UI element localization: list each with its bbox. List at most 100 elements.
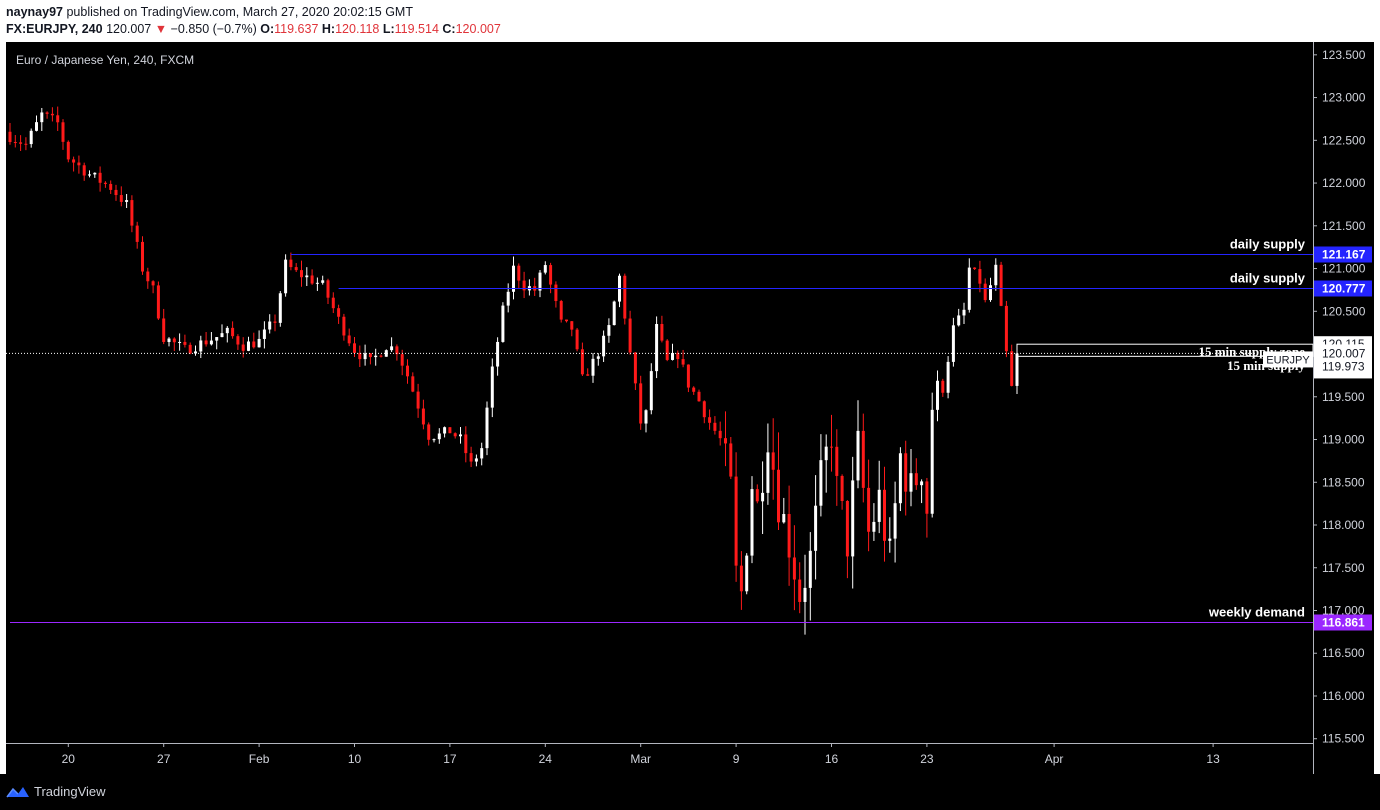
- candle-body: [830, 446, 833, 448]
- candlestick-chart[interactable]: 123.500 123.000 122.500 122.000 121.500 121.0…: [6, 42, 1374, 774]
- tradingview-logo-icon[interactable]: [6, 785, 30, 799]
- candle-body: [904, 453, 908, 492]
- candle-body: [708, 417, 712, 423]
- candle-body: [496, 341, 500, 367]
- candle-body: [702, 401, 706, 418]
- time-tick-label: Mar: [630, 752, 651, 766]
- candle-body: [77, 162, 81, 166]
- candle-body: [427, 424, 431, 440]
- price-tick-label: 121.000: [1322, 262, 1366, 276]
- candle-body: [835, 446, 839, 476]
- candle-body: [379, 355, 383, 357]
- symbol-label: FX:EURJPY, 240: [6, 22, 103, 36]
- candle-body: [580, 349, 584, 375]
- candle-body: [973, 267, 977, 270]
- candle-body: [437, 433, 441, 440]
- time-tick-label: 13: [1206, 752, 1220, 766]
- candle-body: [655, 324, 659, 372]
- candle-body: [257, 338, 261, 348]
- candle-body: [474, 458, 478, 462]
- level-text: weekly demand: [1208, 605, 1305, 620]
- candle-body: [278, 293, 282, 323]
- candle-body: [448, 427, 452, 434]
- candle-body: [936, 380, 939, 410]
- candle-body: [554, 284, 558, 302]
- candle-body: [337, 308, 341, 317]
- candle-body: [400, 354, 404, 366]
- candle-body: [262, 329, 266, 339]
- candle-body: [739, 565, 743, 592]
- footer-bar: TradingView: [0, 774, 1380, 810]
- candle-body: [951, 325, 955, 362]
- candle-body: [724, 438, 727, 444]
- candle-body: [766, 452, 770, 493]
- chart-pane[interactable]: 123.500 123.000 122.500 122.000 121.500 121.0…: [6, 42, 1374, 774]
- time-tick-label: 24: [539, 752, 553, 766]
- candle-body: [331, 297, 335, 309]
- author-name[interactable]: naynay97: [6, 5, 63, 19]
- candle-body: [358, 352, 362, 360]
- level-price-badge: [1314, 246, 1372, 263]
- candle-body: [729, 443, 733, 477]
- candle-body: [920, 481, 924, 486]
- candle-body: [522, 280, 526, 291]
- candle-body: [538, 272, 542, 291]
- candle-body: [421, 408, 425, 425]
- candle-body: [845, 500, 849, 557]
- candle-body: [231, 327, 235, 337]
- time-tick-label: Apr: [1045, 752, 1064, 766]
- candle-body: [1015, 353, 1019, 386]
- candle-body: [443, 427, 447, 434]
- candle-body: [660, 324, 664, 341]
- candle-body: [236, 336, 240, 345]
- open-value: 119.637: [274, 22, 319, 36]
- price-change: −0.850 (−0.7%): [170, 22, 257, 36]
- candle-body: [406, 365, 409, 377]
- candle-body: [416, 391, 420, 409]
- candle-body: [119, 195, 123, 202]
- price-tick-label: 120.500: [1322, 304, 1366, 318]
- candle-body: [411, 376, 415, 392]
- candle-body: [167, 338, 171, 342]
- tradingview-brand[interactable]: TradingView: [34, 784, 106, 799]
- chart-legend: Euro / Japanese Yen, 240, FXCM: [16, 53, 195, 67]
- candle-body: [188, 344, 192, 354]
- candle-body: [861, 430, 865, 488]
- candle-body: [761, 492, 765, 502]
- price-tick-label: 116.000: [1322, 689, 1365, 703]
- candle-body: [867, 487, 871, 532]
- candle-body: [1010, 351, 1014, 386]
- candle-body: [490, 366, 494, 408]
- candle-body: [204, 340, 208, 345]
- candle-body: [480, 448, 484, 459]
- candle-body: [543, 265, 547, 273]
- high-value: 120.118: [335, 22, 380, 36]
- candle-body: [792, 557, 796, 580]
- publish-header: naynay97 published on TradingView.com, M…: [0, 0, 1380, 42]
- candle-body: [946, 361, 950, 393]
- candle-body: [612, 301, 616, 326]
- candle-body: [824, 446, 828, 461]
- candle-body: [692, 387, 696, 392]
- time-tick-label: 9: [733, 752, 740, 766]
- candle-body: [294, 267, 298, 271]
- candle-body: [962, 309, 966, 316]
- candle-body: [755, 489, 759, 502]
- candle-body: [93, 172, 97, 175]
- candle-body: [978, 269, 982, 284]
- candle-body: [45, 112, 49, 114]
- candle-body: [485, 407, 489, 449]
- level-price-label: 121.167: [1322, 248, 1366, 262]
- candle-body: [141, 241, 144, 272]
- candle-body: [898, 453, 902, 504]
- candle-body: [787, 514, 791, 558]
- candle-body: [215, 337, 219, 341]
- candle-body: [777, 469, 780, 523]
- candle-body: [315, 282, 319, 284]
- candle-body: [162, 318, 166, 342]
- price-tick-label: 122.500: [1322, 133, 1366, 147]
- candle-body: [342, 316, 346, 336]
- low-value: 119.514: [394, 22, 439, 36]
- candle-body: [459, 434, 462, 437]
- candle-body: [125, 200, 129, 202]
